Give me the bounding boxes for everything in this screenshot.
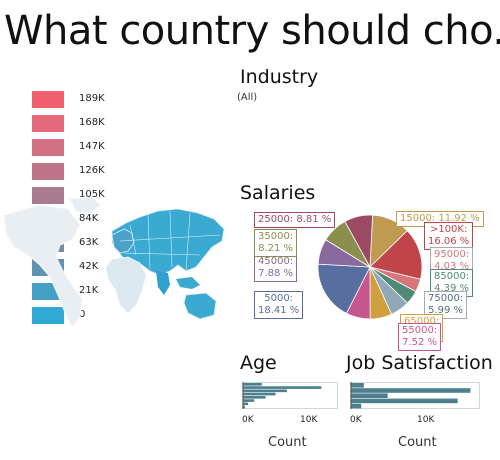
dashboard-title: What country should cho... xyxy=(4,8,500,54)
map-borders xyxy=(119,210,221,272)
legend-label: 21K xyxy=(79,285,99,296)
histogram-bar[interactable] xyxy=(351,403,362,409)
legend-label: 168K xyxy=(79,117,105,128)
pie-slice[interactable] xyxy=(317,263,371,314)
legend-swatch xyxy=(32,163,64,180)
legend-swatch xyxy=(32,139,64,156)
map-africa xyxy=(105,256,147,314)
histogram-bar[interactable] xyxy=(351,383,364,388)
industry-filter-title: Industry xyxy=(240,66,319,88)
pie-data-label: 55000: 7.52 % xyxy=(398,323,442,351)
histogram-bar[interactable] xyxy=(243,386,322,389)
map-sea xyxy=(176,277,200,289)
age-bar-chart[interactable] xyxy=(242,382,338,410)
map-americas xyxy=(3,204,83,328)
pie-data-label: 5000: 18.41 % xyxy=(254,291,304,319)
map-india xyxy=(156,271,170,295)
legend-swatch xyxy=(32,187,64,204)
legend-label: 42K xyxy=(79,261,99,272)
pie-data-label: 25000: 8.81 % xyxy=(254,212,336,228)
legend-swatch xyxy=(32,115,64,132)
pie-data-label: 75000: 5.99 % xyxy=(424,291,468,319)
pie-slice[interactable] xyxy=(369,230,423,280)
age-title: Age xyxy=(240,352,277,374)
age-tick-10k: 10K xyxy=(300,415,318,425)
histogram-bar[interactable] xyxy=(243,396,266,399)
salaries-pie-chart[interactable] xyxy=(300,205,440,325)
job-x-label: Count xyxy=(398,435,437,450)
age-x-label: Count xyxy=(268,435,307,450)
histogram-bar[interactable] xyxy=(351,398,458,404)
legend-label: 0 xyxy=(79,309,86,320)
age-tick-0: 0K xyxy=(242,415,254,425)
pie-data-label: >100K: 16.06 % xyxy=(424,222,474,250)
map-greenland xyxy=(70,197,100,213)
histogram-bar[interactable] xyxy=(243,405,245,409)
legend-label: 189K xyxy=(79,93,105,104)
legend-label: 63K xyxy=(79,237,99,248)
histogram-bar[interactable] xyxy=(243,389,287,393)
industry-filter-value[interactable]: (All) xyxy=(237,92,258,103)
legend-label: 105K xyxy=(79,189,105,200)
legend-swatch xyxy=(32,307,64,324)
histogram-bar[interactable] xyxy=(243,399,255,402)
world-map[interactable] xyxy=(0,195,230,335)
histogram-bar[interactable] xyxy=(243,402,249,406)
legend-label: 147K xyxy=(79,141,105,152)
job-satisfaction-title: Job Satisfaction xyxy=(346,352,493,374)
legend-label: 126K xyxy=(79,165,105,176)
job-tick-10k: 10K xyxy=(417,415,435,425)
pie-slice[interactable] xyxy=(344,214,374,269)
pie-data-label: 45000: 7.88 % xyxy=(254,254,298,282)
pie-data-label: 35000: 8.21 % xyxy=(254,229,298,257)
job-satisfaction-bar-chart[interactable] xyxy=(350,382,480,410)
histogram-bar[interactable] xyxy=(351,388,471,393)
salaries-title: Salaries xyxy=(240,182,316,204)
legend-label: 84K xyxy=(79,213,99,224)
histogram-bar[interactable] xyxy=(351,393,388,398)
map-australia xyxy=(183,292,217,320)
histogram-bar[interactable] xyxy=(243,392,276,396)
job-tick-0: 0K xyxy=(350,415,362,425)
histogram-bar[interactable] xyxy=(243,383,262,386)
legend-swatch xyxy=(32,91,64,108)
